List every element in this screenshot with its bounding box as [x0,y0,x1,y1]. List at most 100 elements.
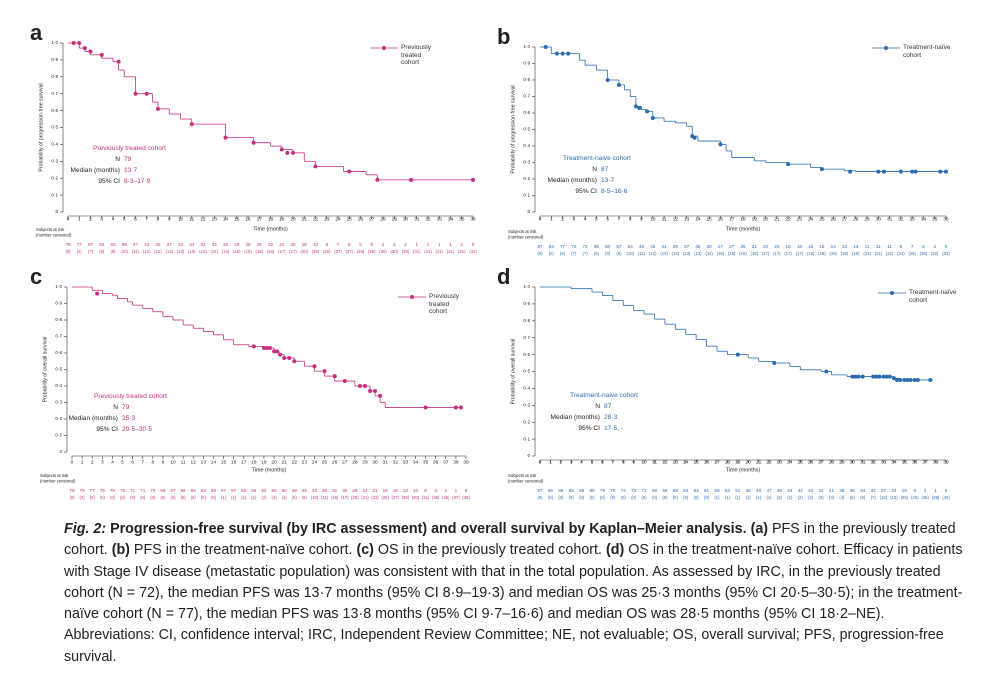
y-tick-label: 0·6 [523,352,530,357]
censor-mark [915,377,920,382]
x-tick-label: 18 [725,459,731,465]
x-tick-label: 34 [921,216,927,222]
censor-mark [912,377,917,382]
x-tick-label: 32 [425,216,431,222]
at-risk-count: 8 [424,488,427,493]
at-risk-count: 8 [913,488,916,493]
x-tick-label: 35 [932,216,938,222]
at-risk-count: 37 [684,244,690,249]
censored-count: (25) [381,495,389,500]
x-tick-label: 18 [268,216,274,222]
y-tick-label: 1·0 [55,284,62,289]
x-tick-label: 12 [662,459,668,465]
at-risk-count: 2 [382,242,385,247]
at-risk-count: 65 [594,244,600,249]
x-tick-label: 31 [414,216,420,222]
x-tick-label: 6 [606,216,609,222]
censor-mark [898,169,903,174]
at-risk-count: 72 [583,244,589,249]
at-risk-count: 7 [337,242,340,247]
at-risk-count: 36 [695,244,701,249]
censored-count: (8) [99,249,105,254]
censor-mark [913,169,918,174]
censor-mark [554,51,559,56]
y-tick-label: 0·3 [55,400,62,405]
censor-mark [423,405,428,410]
at-risk-count: 15 [819,244,825,249]
x-tick-label: 3 [572,216,575,222]
x-tick-label: 18 [740,216,746,222]
at-risk-count: 31 [332,488,338,493]
x-tick-label: 17 [729,216,735,222]
x-tick-label: 39 [943,459,949,465]
y-axis-label: Probability of progression-free survival [510,85,516,173]
censor-mark [368,388,373,393]
x-tick-label: 21 [302,216,308,222]
at-risk-count: 10 [413,488,419,493]
x-tick-label: 22 [766,459,772,465]
x-tick-label: 22 [785,216,791,222]
x-tick-label: 26 [332,459,338,465]
censored-count: (0) [652,495,658,500]
x-tick-label: 16 [231,459,237,465]
at-risk-count: 79 [80,488,86,493]
x-tick-label: 4 [111,459,114,465]
censored-count: (2) [77,249,83,254]
y-tick-label: 0 [527,453,530,458]
risk-table-title: (number censored) [36,233,72,238]
at-risk-count: 34 [860,488,866,493]
y-tick-label: 0·6 [51,108,58,113]
at-risk-count: 74 [621,488,627,493]
x-tick-label: 19 [261,459,267,465]
y-tick-label: 0·1 [523,193,530,198]
x-tick-label: 15 [234,216,240,222]
x-tick-label: 9 [168,216,171,222]
at-risk-count: 2 [445,488,448,493]
censored-count: (15) [256,249,264,254]
x-tick-label: 25 [798,459,804,465]
censor-mark [560,51,565,56]
censor-mark [905,377,910,382]
x-tick-label: 23 [777,459,783,465]
censored-count: (12) [890,495,898,500]
censor-mark [279,147,284,152]
y-tick-label: 0 [527,209,530,214]
x-tick-label: 13 [684,216,690,222]
censor-mark [144,91,149,96]
x-tick-label: 14 [223,216,229,222]
at-risk-count: 6 [922,244,925,249]
legend-box: Previously treated cohort [429,293,459,315]
censored-count: (13) [177,249,185,254]
censor-mark [312,364,317,369]
at-risk-count: 39 [673,244,679,249]
at-risk-count: 18 [786,244,792,249]
y-axis-label: Probability of overall survival [42,337,48,403]
x-tick-label: 8 [157,216,160,222]
x-tick-label: 12 [200,216,206,222]
at-risk-count: 46 [777,488,783,493]
censored-count: (0) [610,495,616,500]
x-tick-label: 19 [279,216,285,222]
at-risk-count: 10 [313,242,319,247]
at-risk-count: 86 [548,488,554,493]
censor-mark [824,369,829,374]
x-tick-label: 1 [81,459,84,465]
x-tick-label: 20 [746,459,752,465]
censor-mark [871,374,876,379]
censor-mark [347,169,352,174]
summary-value: 17·5, - [604,425,623,432]
censor-mark [156,106,160,111]
y-tick-label: 0·9 [523,61,530,66]
x-tick-label: 39 [463,459,469,465]
censor-mark [850,374,855,379]
censor-mark [261,346,266,351]
at-risk-count: 16 [808,244,814,249]
y-tick-label: 0·3 [523,403,530,408]
x-tick-label: 23 [302,459,308,465]
x-tick-label: 14 [683,459,689,465]
legend-box: Treatment-naïve cohort [903,44,950,59]
x-tick-label: 35 [902,459,908,465]
x-tick-label: 15 [221,459,227,465]
y-tick-label: 1·0 [51,40,58,45]
censored-count: (30) [379,249,387,254]
